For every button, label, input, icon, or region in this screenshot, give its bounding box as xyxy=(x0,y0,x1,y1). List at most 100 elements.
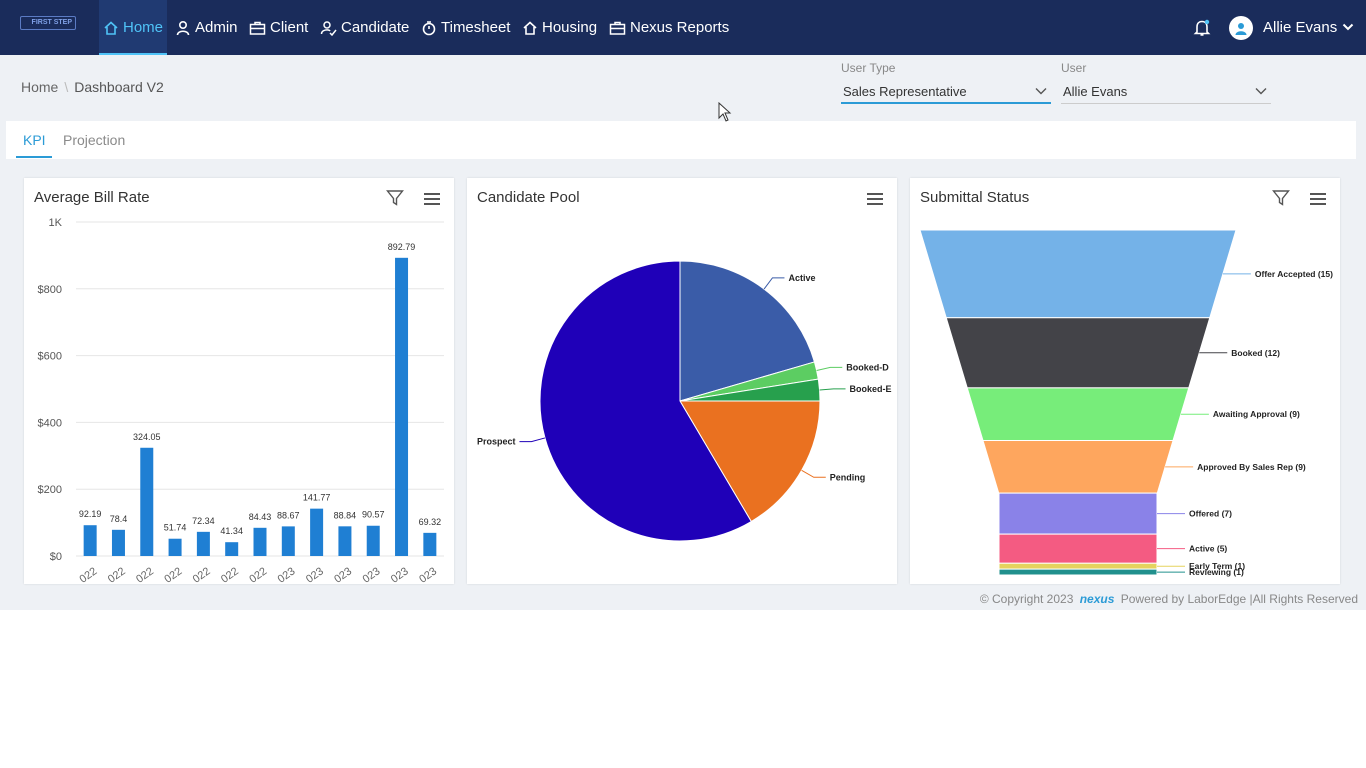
x-tick-label: 023 xyxy=(304,565,326,584)
y-tick-label: $200 xyxy=(38,484,62,496)
home-icon xyxy=(104,20,118,35)
bar-chart: $0 $200 $400 $600 $800 1K 92.19 022 78.4 022 324.0… xyxy=(38,217,444,584)
app-root: FIRST STEP Home Admin Client Candidate T… xyxy=(0,0,1366,610)
bar xyxy=(338,526,352,556)
chevron-down-icon[interactable] xyxy=(1342,22,1354,32)
mouse-cursor-icon xyxy=(718,102,732,122)
data-label: 72.34 xyxy=(192,516,215,526)
dashboard-tabs: KPI Projection xyxy=(6,121,1356,159)
submittal-status-card: Submittal Status Offer Accepted (15) Book… xyxy=(910,178,1340,584)
x-tick-label: 022 xyxy=(247,565,269,584)
nav-timesheet[interactable]: Timesheet xyxy=(421,0,510,55)
tab-kpi[interactable]: KPI xyxy=(23,132,46,148)
funnel-label: Offered (7) xyxy=(1189,509,1232,519)
menu-icon[interactable] xyxy=(424,193,440,205)
nav-housing-label: Housing xyxy=(542,19,598,36)
funnel-segment xyxy=(998,492,1158,535)
footer-powered: Powered by LaborEdge |All Rights Reserve… xyxy=(1120,592,1358,606)
pie-label: Prospect xyxy=(477,437,516,447)
filter-icon[interactable] xyxy=(386,189,404,207)
briefcase-icon xyxy=(249,21,266,35)
notification-bell-icon[interactable] xyxy=(1192,18,1212,38)
bar xyxy=(168,538,182,556)
pie-label: Pending xyxy=(830,472,866,482)
card-title-bill-rate: Average Bill Rate xyxy=(34,189,150,206)
nav-admin-label: Admin xyxy=(195,19,238,36)
bar xyxy=(253,527,267,556)
avatar-person-icon xyxy=(1235,23,1247,35)
menu-icon[interactable] xyxy=(867,193,883,205)
user-type-label: User Type xyxy=(841,61,896,75)
footer: © Copyright 2023 nexus Powered by LaborE… xyxy=(980,592,1358,606)
average-bill-rate-card: Average Bill Rate $0 $200 $400 $600 $800 1K 92… xyxy=(24,178,454,584)
user-avatar[interactable] xyxy=(1229,16,1253,40)
company-logo[interactable]: FIRST STEP xyxy=(20,16,76,30)
funnel-segment xyxy=(998,568,1158,576)
pie-label: Booked-D xyxy=(846,362,889,372)
menu-icon[interactable] xyxy=(1310,193,1326,205)
y-tick-label: $0 xyxy=(50,551,62,563)
bar xyxy=(225,542,239,556)
house-icon xyxy=(523,20,537,35)
bar xyxy=(281,526,295,556)
pie-label: Booked-E xyxy=(850,384,892,394)
user-filter: User Allie Evans xyxy=(1061,61,1271,104)
x-tick-label: 022 xyxy=(219,565,241,584)
y-tick-label: 1K xyxy=(49,217,63,229)
bar xyxy=(423,532,437,556)
user-select[interactable]: Allie Evans xyxy=(1061,82,1271,104)
y-tick-label: $800 xyxy=(38,284,62,296)
data-label: 141.77 xyxy=(303,493,331,503)
pie-connector xyxy=(519,437,546,443)
pie-connector xyxy=(819,388,846,391)
pie-slice xyxy=(679,400,821,523)
breadcrumb-home[interactable]: Home xyxy=(21,79,59,95)
nav-timesheet-label: Timesheet xyxy=(441,19,511,36)
pie-slice xyxy=(539,260,752,542)
funnel-label: Booked (12) xyxy=(1231,348,1280,358)
x-tick-label: 022 xyxy=(106,565,128,584)
nav-home-label: Home xyxy=(123,19,164,36)
chevron-down-icon xyxy=(1035,88,1047,95)
pie-connector xyxy=(763,277,785,290)
data-label: 84.43 xyxy=(249,512,272,522)
breadcrumb: Home \ Dashboard V2 xyxy=(21,79,164,95)
data-label: 92.19 xyxy=(79,509,102,519)
x-tick-label: 023 xyxy=(417,565,439,584)
user-icon xyxy=(176,20,190,35)
nav-housing[interactable]: Housing xyxy=(522,0,597,55)
funnel-segment xyxy=(998,533,1158,564)
pie-connector xyxy=(816,366,843,371)
data-label: 88.84 xyxy=(334,510,357,520)
nav-client-label: Client xyxy=(270,19,309,36)
nav-admin[interactable]: Admin xyxy=(175,0,238,55)
active-tab-indicator xyxy=(16,156,52,158)
funnel-label: Active (5) xyxy=(1189,544,1227,554)
bar xyxy=(83,525,97,556)
nav-client[interactable]: Client xyxy=(249,0,308,55)
data-label: 88.67 xyxy=(277,510,300,520)
filter-icon[interactable] xyxy=(1272,189,1290,207)
x-tick-label: 022 xyxy=(191,565,213,584)
user-type-select[interactable]: Sales Representative xyxy=(841,82,1051,104)
candidate-icon xyxy=(320,20,337,36)
nav-nexus-reports[interactable]: Nexus Reports xyxy=(609,0,729,55)
bar xyxy=(111,529,125,556)
stopwatch-icon xyxy=(422,20,436,35)
data-label: 892.79 xyxy=(388,242,416,252)
nav-nexus-reports-label: Nexus Reports xyxy=(630,19,730,36)
card-title-candidate-pool: Candidate Pool xyxy=(477,189,580,206)
pie-slice xyxy=(679,260,816,402)
nav-home[interactable]: Home xyxy=(99,0,168,55)
card-title-submittal: Submittal Status xyxy=(920,189,1030,206)
nav-candidate[interactable]: Candidate xyxy=(320,0,409,55)
user-name[interactable]: Allie Evans xyxy=(1263,19,1338,36)
pie-connector xyxy=(801,469,826,478)
logo-text: FIRST STEP xyxy=(31,19,72,26)
bar xyxy=(196,531,210,556)
nav-candidate-label: Candidate xyxy=(341,19,410,36)
funnel-label: Offer Accepted (15) xyxy=(1255,269,1333,279)
footer-brand[interactable]: nexus xyxy=(1079,592,1115,606)
x-tick-label: 023 xyxy=(276,565,298,584)
tab-projection[interactable]: Projection xyxy=(63,132,126,148)
